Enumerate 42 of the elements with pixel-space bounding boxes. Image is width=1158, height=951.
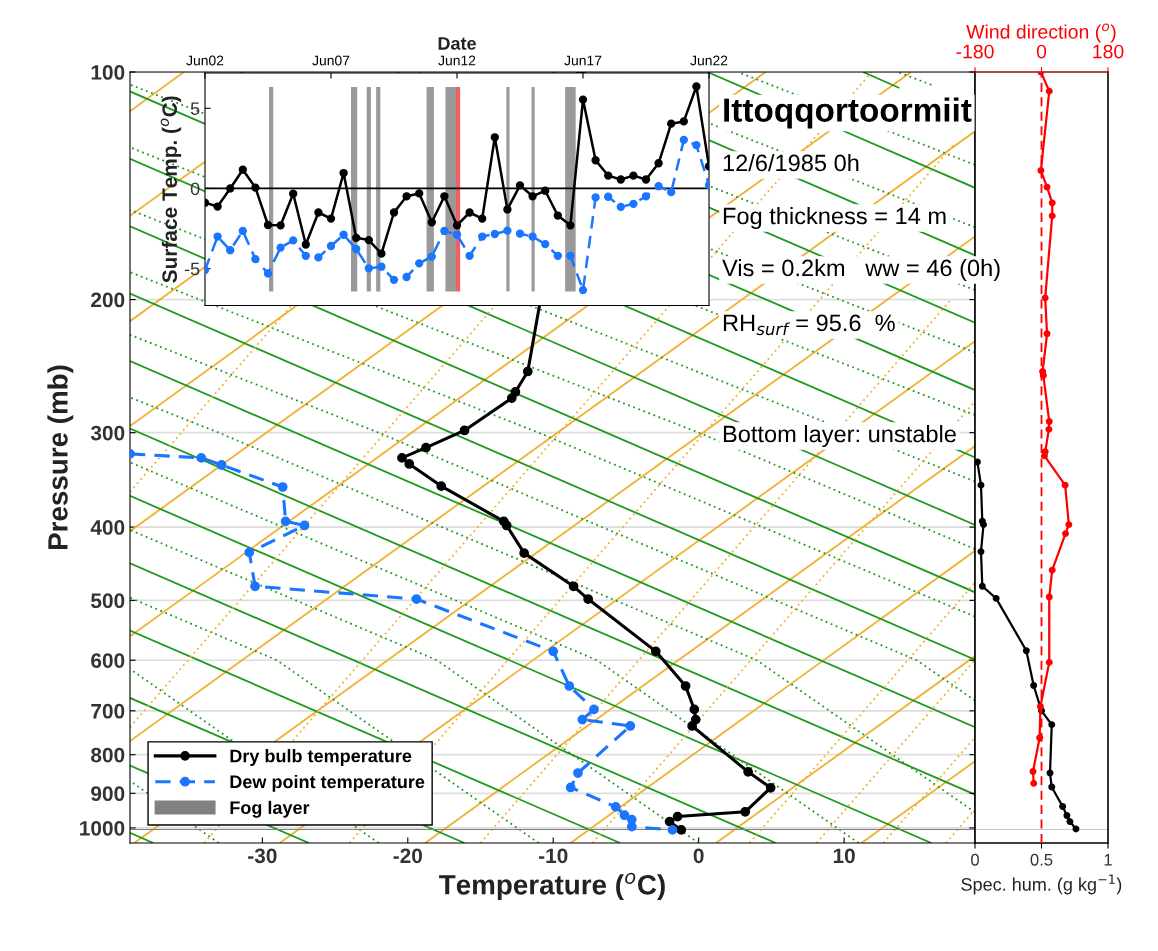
y-tick-label: 300	[90, 425, 125, 441]
x-tick-label: Jun12	[438, 55, 476, 66]
legend-label: Fog layer	[230, 800, 310, 818]
annotation: Bottom layer: unstable	[723, 425, 956, 448]
x-tick-label: Jun22	[690, 55, 728, 66]
x-tick-label: 1	[1104, 854, 1112, 866]
annotation: Ittoqqortoormiit	[724, 97, 972, 129]
y-axis-title: Surface Temp. ($^{o}$C)	[160, 96, 182, 283]
y-tick-label: 1000	[80, 820, 125, 836]
annotation: RH$_{surf}$ = 95.6 %	[723, 314, 895, 336]
x-tick-label: 0	[693, 848, 704, 864]
x-tick-label: 10	[833, 848, 855, 864]
x-tick-label: 0	[971, 853, 979, 866]
annotation: Vis = 0.2km ww = 46 (0h)	[722, 259, 1000, 281]
y-tick-label: 100	[91, 65, 125, 80]
y-tick-label: 900	[91, 786, 125, 802]
y-tick-label: 800	[91, 747, 125, 763]
y-tick-label: 500	[91, 593, 125, 609]
legend-label: Dew point temperature	[230, 774, 425, 792]
y-tick-label: 700	[91, 703, 125, 719]
x-tick-label: Jun07	[312, 55, 350, 66]
x2-tick-label: 180	[1093, 44, 1124, 59]
x-tick-label: -20	[393, 848, 422, 864]
y-axis-title: Pressure (mb)	[47, 365, 74, 550]
x-axis-title: Date	[438, 37, 476, 50]
legend-label: Dry bulb temperature	[230, 749, 412, 766]
annotation: Fog thickness = 14 m	[723, 207, 946, 230]
x2-axis-title: Wind direction ($^{o}$)	[966, 23, 1116, 43]
x-tick-label: -30	[248, 848, 277, 864]
y-tick-label: 600	[91, 653, 125, 668]
x-axis-title: Temperature ($^{o}$C)	[439, 872, 665, 901]
x-axis-title: Spec. hum. (g kg$^{−1}$)	[961, 874, 1122, 895]
x-tick-label: -10	[538, 848, 568, 864]
y-tick-label: 400	[90, 520, 125, 535]
x-tick-label: Jun17	[564, 55, 602, 66]
x-tick-label: 0.5	[1030, 853, 1053, 866]
y-tick-label: 200	[91, 292, 125, 308]
x2-tick-label: -180	[956, 44, 994, 59]
x-tick-label: Jun02	[186, 55, 224, 66]
y-tick-label: 5	[190, 102, 200, 115]
y-tick-label: -5	[184, 262, 200, 276]
annotation: 12/6/1985 0h	[723, 154, 859, 172]
